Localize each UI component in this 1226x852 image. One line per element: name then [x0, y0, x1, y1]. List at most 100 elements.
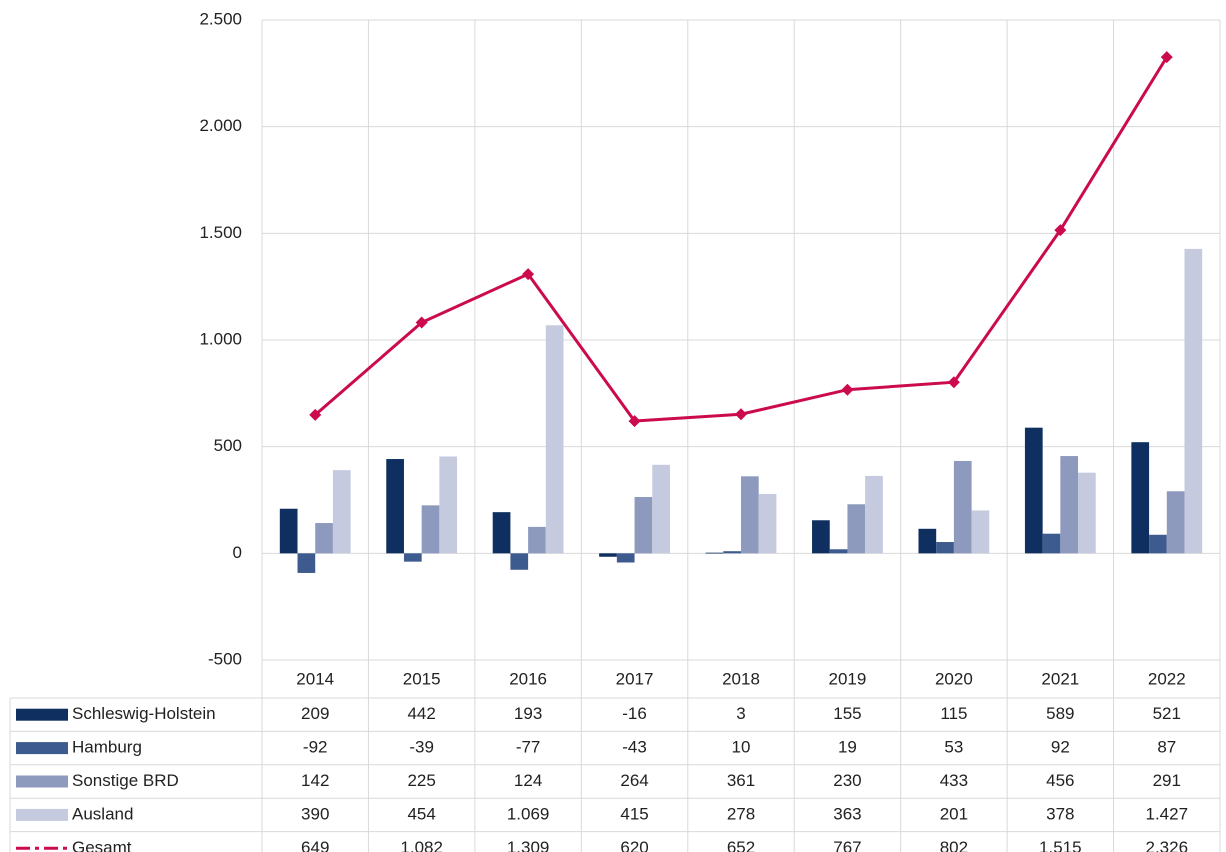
x-tick-label: 2021: [1041, 669, 1079, 688]
bar: [705, 552, 724, 554]
bar: [297, 553, 316, 573]
bar: [386, 459, 404, 554]
legend-swatch: [16, 808, 68, 821]
marker: [841, 383, 854, 396]
table-cell: 620: [620, 838, 648, 852]
bar: [829, 549, 848, 554]
x-tick-label: 2019: [829, 669, 867, 688]
table-cell: 390: [301, 804, 329, 823]
table-cell: 652: [727, 838, 755, 852]
bar: [847, 504, 866, 554]
table-cell: 1.069: [507, 804, 550, 823]
table-cell: 87: [1157, 738, 1176, 757]
bar: [1024, 427, 1043, 554]
y-tick-label: 2.000: [199, 116, 242, 135]
marker: [735, 408, 747, 421]
table-cell: 1.515: [1039, 838, 1082, 852]
y-tick-label: 0: [233, 543, 242, 562]
table-cell: 225: [407, 771, 435, 790]
table-cell: 442: [407, 704, 435, 723]
legend-label: Schleswig-Holstein: [72, 704, 216, 723]
x-tick-label: 2018: [722, 669, 760, 688]
y-tick-label: 1.500: [199, 223, 242, 242]
legend-label: Gesamt: [72, 838, 132, 852]
bar: [492, 512, 511, 554]
line: [314, 56, 1169, 423]
bar: [421, 505, 440, 554]
bar: [741, 476, 759, 554]
bar: [971, 510, 990, 554]
table-cell: 649: [301, 838, 329, 852]
bar: [1149, 534, 1167, 554]
x-tick-label: 2014: [296, 669, 334, 688]
bar: [315, 523, 333, 554]
marker: [628, 415, 641, 428]
y-tick-label: 1.000: [199, 329, 242, 348]
table-cell: 454: [407, 804, 435, 823]
bar: [510, 553, 529, 570]
bar: [652, 464, 670, 554]
bar: [1184, 248, 1203, 554]
x-tick-label: 2020: [935, 669, 973, 688]
table-cell: 209: [301, 704, 329, 723]
table-cell: 142: [301, 771, 329, 790]
table-cell: 115: [940, 704, 967, 723]
bar: [332, 470, 351, 554]
bar: [545, 325, 564, 554]
y-tick-label: 2.500: [199, 9, 242, 28]
table-cell: 802: [940, 838, 968, 852]
table-cell: 230: [833, 771, 861, 790]
legend-swatch: [16, 775, 68, 788]
bar: [812, 520, 830, 554]
table-cell: -92: [303, 738, 328, 757]
table-cell: 433: [940, 771, 968, 790]
table-cell: 456: [1046, 771, 1074, 790]
bar: [936, 542, 954, 554]
table-cell: 1.309: [507, 838, 550, 852]
bar: [1078, 472, 1096, 554]
table-cell: 1.427: [1146, 804, 1189, 823]
marker: [1160, 51, 1173, 64]
bar: [918, 528, 937, 554]
bar: [403, 553, 422, 562]
x-tick-label: 2022: [1148, 669, 1186, 688]
bar: [279, 508, 298, 554]
bar: [616, 553, 635, 563]
table-cell: -77: [516, 738, 541, 757]
table-cell: 521: [1153, 704, 1181, 723]
bar: [953, 460, 972, 554]
legend-swatch: [16, 742, 68, 755]
table-cell: 415: [620, 804, 648, 823]
marker: [522, 268, 535, 281]
bar: [599, 553, 617, 557]
table-cell: 1.082: [400, 838, 443, 852]
table-cell: 193: [514, 704, 542, 723]
table-cell: 10: [732, 738, 751, 757]
table-cell: 589: [1046, 704, 1074, 723]
marker: [415, 316, 428, 329]
table-cell: 767: [833, 838, 861, 852]
legend-label: Sonstige BRD: [72, 771, 179, 790]
table-cell: 53: [944, 738, 963, 757]
table-cell: 264: [620, 771, 648, 790]
legend-swatch: [16, 708, 68, 721]
bar: [723, 551, 741, 554]
table-cell: 378: [1046, 804, 1074, 823]
legend-label: Ausland: [72, 804, 133, 823]
x-tick-label: 2015: [403, 669, 441, 688]
bar: [758, 494, 777, 554]
bar: [1166, 491, 1185, 554]
table-cell: 19: [838, 738, 857, 757]
x-tick-label: 2017: [616, 669, 654, 688]
bar: [1042, 533, 1061, 554]
marker: [309, 408, 322, 421]
marker: [947, 376, 960, 389]
table-cell: 201: [940, 804, 968, 823]
table-cell: 2.326: [1146, 838, 1189, 852]
bar: [1131, 442, 1150, 554]
y-tick-label: -500: [208, 649, 242, 668]
table-cell: 92: [1051, 738, 1070, 757]
bar: [439, 456, 458, 554]
bar: [528, 526, 546, 554]
